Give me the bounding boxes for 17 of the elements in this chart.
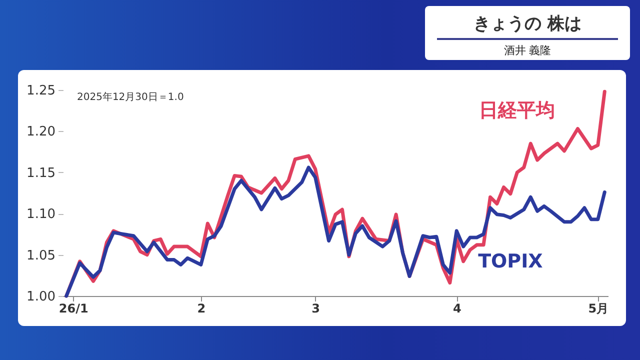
series-label: 日経平均 — [479, 99, 556, 122]
y-tick-label: 1.05 — [26, 248, 56, 264]
y-tick-label: 1.10 — [26, 207, 56, 222]
x-tick-label: 5月 — [588, 302, 609, 316]
y-tick-label: 1.00 — [26, 290, 56, 304]
y-tick-label: 1.15 — [26, 166, 56, 181]
line-series — [64, 166, 606, 298]
chart-title: きょうの 株は — [437, 12, 618, 40]
y-tick-label: 1.20 — [26, 124, 56, 140]
series-label: TOPIX — [478, 250, 544, 273]
y-tick-label: 1.25 — [26, 84, 56, 98]
x-tick-label: 26/1 — [58, 302, 88, 316]
x-tick-label: 2 — [197, 302, 206, 316]
x-tick-label: 4 — [452, 302, 462, 316]
annotation: 2025年12月30日＝1.0 — [77, 91, 184, 103]
x-tick-label: 3 — [312, 302, 320, 316]
chart-subtitle: 酒井 義隆 — [502, 43, 552, 58]
